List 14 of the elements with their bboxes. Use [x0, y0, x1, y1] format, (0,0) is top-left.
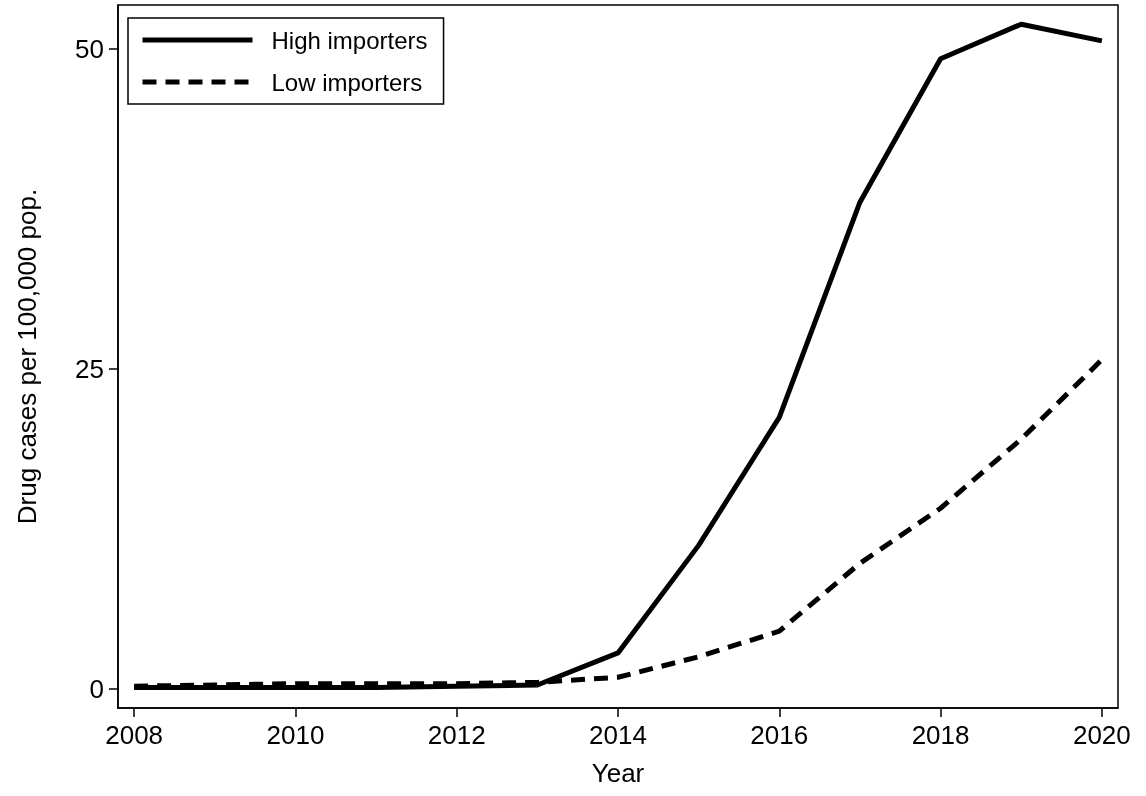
x-tick-label: 2014 [589, 720, 647, 750]
x-tick-label: 2016 [750, 720, 809, 750]
y-axis-title: Drug cases per 100,000 pop. [12, 188, 42, 525]
x-tick-label: 2012 [427, 720, 486, 750]
y-tick-label: 0 [89, 673, 104, 704]
x-tick-label: 2010 [266, 720, 325, 750]
x-tick-label: 2008 [105, 720, 164, 750]
y-tick-label: 50 [75, 33, 104, 64]
legend-label: Low importers [271, 68, 423, 96]
x-axis-title: Year [591, 758, 645, 788]
x-tick-label: 2018 [911, 720, 970, 750]
y-tick-label: 25 [75, 353, 104, 384]
x-tick-label: 2020 [1072, 720, 1131, 750]
legend-label: High importers [271, 26, 428, 54]
